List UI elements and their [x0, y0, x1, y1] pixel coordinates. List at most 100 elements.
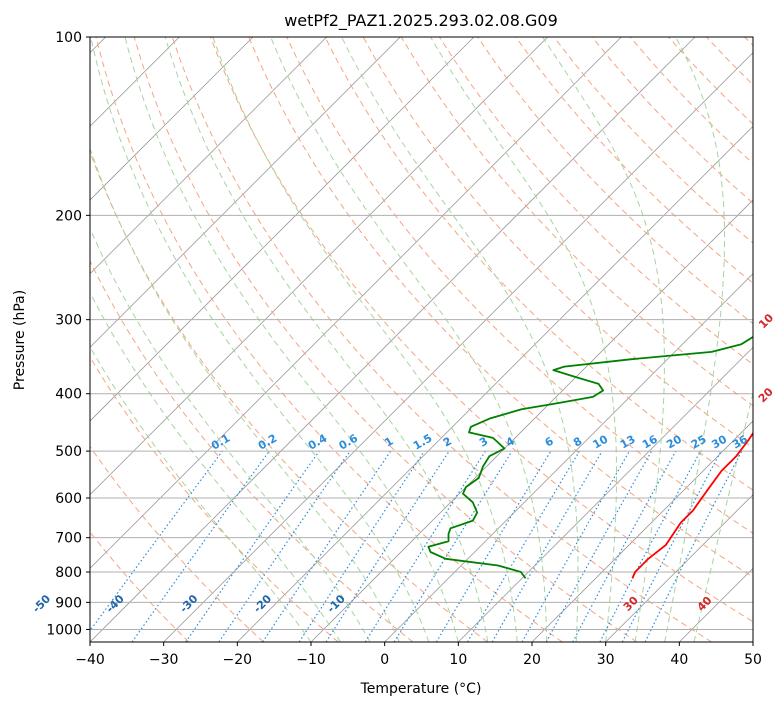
- moist-adiabat-line: [90, 227, 371, 642]
- mixing-ratio-label: 0.2: [256, 432, 279, 453]
- mixing-ratio-label: 0.1: [209, 432, 232, 453]
- x-tick-label: 30: [597, 652, 615, 668]
- dry-adiabat-line: [248, 37, 753, 578]
- isotherm-line: [752, 641, 753, 642]
- mixing-ratio-label: 6: [543, 434, 556, 449]
- isotherm-line: [90, 37, 696, 642]
- mixing-ratio-line: [262, 450, 392, 642]
- moist-adiabat-line: [164, 37, 489, 642]
- moist-adiabat-lines: [90, 37, 753, 642]
- x-axis-label: Temperature (°C): [360, 681, 482, 697]
- isotherm-line: [531, 420, 753, 642]
- mixing-ratio-label: 13: [618, 433, 638, 452]
- isotherm-line: [458, 346, 753, 642]
- dry-adiabat-line: [210, 37, 753, 623]
- mixing-ratio-label: 1.5: [411, 432, 434, 453]
- mixing-ratio-line: [545, 450, 653, 642]
- x-tick-label: 20: [523, 652, 541, 668]
- mixing-ratio-lines: [90, 450, 743, 642]
- mixing-ratio-label: 30: [709, 432, 729, 451]
- isotherm-line: [310, 199, 753, 642]
- x-tick-label: 0: [380, 652, 389, 668]
- temperature-line: [631, 431, 753, 579]
- mixing-ratio-label: 0.4: [306, 431, 330, 452]
- dry-adiabat-line: [477, 37, 753, 325]
- y-tick-label: 200: [55, 208, 82, 224]
- isotherm-line: [605, 494, 753, 642]
- moist-adiabat-line: [90, 147, 400, 642]
- isotherm-label: -40: [104, 592, 127, 615]
- isotherm-label: 10: [756, 311, 775, 331]
- y-tick-label: 1000: [46, 622, 82, 638]
- dry-adiabat-line: [668, 37, 753, 125]
- isotherm-line: [163, 52, 753, 642]
- dry-adiabat-line: [133, 37, 638, 642]
- isotherm-line: [90, 37, 327, 275]
- isotherm-line: [237, 125, 753, 642]
- mixing-ratio-label: 10: [591, 432, 611, 451]
- dry-adiabat-line: [90, 356, 339, 642]
- dry-adiabat-line: [90, 445, 264, 642]
- sounding-series: [427, 335, 753, 579]
- dry-adiabat-line: [706, 37, 753, 86]
- mixing-ratio-line: [364, 450, 486, 642]
- chart-title: wetPf2_PAZ1.2025.293.02.08.G09: [284, 11, 558, 31]
- moist-adiabat-line: [542, 37, 665, 642]
- x-tick-label: 10: [449, 652, 467, 668]
- mixing-ratio-line: [393, 450, 513, 642]
- y-tick-label: 400: [55, 387, 82, 403]
- x-tick-label: −10: [296, 652, 326, 668]
- mixing-ratio-line: [185, 450, 320, 642]
- dry-adiabat-line: [90, 259, 414, 642]
- mixing-ratio-label: 36: [730, 432, 750, 451]
- isotherm-line: [90, 37, 254, 201]
- x-tick-label: 50: [744, 652, 762, 668]
- plot-frame: [89, 36, 754, 643]
- isotherm-line: [679, 567, 753, 642]
- isotherm-label: 40: [695, 594, 715, 614]
- moist-adiabat-line: [664, 37, 726, 642]
- moist-adiabat-line: [124, 37, 459, 642]
- mixing-ratio-line: [90, 450, 223, 632]
- moist-adiabat-line: [90, 37, 430, 642]
- mixing-ratio-label: 1: [382, 435, 395, 450]
- isotherm-line: [90, 37, 475, 422]
- mixing-ratio-line: [599, 450, 702, 642]
- x-axis-ticks: −40 −30 −20 −10 0 10 20 30 40 50: [75, 642, 762, 668]
- isotherm-label: -30: [177, 592, 200, 615]
- isotherm-label: -10: [325, 592, 348, 615]
- mixing-ratio-label: 20: [664, 432, 684, 451]
- isotherm-line: [90, 37, 548, 496]
- x-tick-label: −30: [149, 652, 179, 668]
- isotherm-label: -20: [251, 592, 274, 615]
- dewpoint-line: [427, 335, 753, 579]
- mixing-ratio-line: [572, 450, 677, 642]
- isotherm-label: 20: [756, 385, 775, 405]
- x-tick-label: −20: [223, 652, 253, 668]
- x-tick-label: −40: [75, 652, 105, 668]
- y-tick-label: 900: [55, 595, 82, 611]
- mixing-ratio-label: 16: [640, 432, 660, 451]
- dry-adiabat-line: [90, 150, 488, 642]
- isotherm-line: [90, 37, 622, 569]
- mixing-ratio-line: [131, 450, 270, 642]
- mixing-ratio-line: [435, 450, 552, 642]
- dry-adiabat-line: [324, 37, 753, 491]
- pressure-gridlines: [90, 37, 753, 630]
- x-tick-label: 40: [670, 652, 688, 668]
- mixing-ratio-line: [521, 450, 631, 642]
- isotherm-label: -50: [30, 592, 53, 615]
- y-tick-label: 100: [55, 30, 82, 46]
- moist-adiabat-line: [341, 37, 579, 642]
- y-tick-label: 700: [55, 531, 82, 547]
- mixing-ratio-line: [644, 450, 743, 642]
- mixing-ratio-line: [298, 450, 425, 642]
- dry-adiabat-line: [286, 37, 753, 534]
- y-tick-label: 500: [55, 444, 82, 460]
- moist-adiabat-line: [693, 390, 753, 642]
- isotherm-label: 30: [621, 594, 641, 614]
- y-tick-label: 300: [55, 313, 82, 329]
- moist-adiabat-line: [90, 291, 341, 642]
